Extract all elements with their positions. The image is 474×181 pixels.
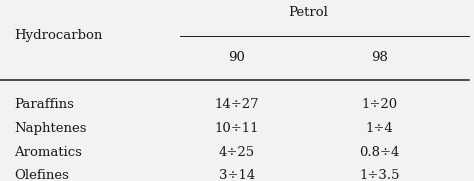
Text: 1÷3.5: 1÷3.5 — [359, 169, 400, 181]
Text: Aromatics: Aromatics — [14, 146, 82, 159]
Text: 98: 98 — [371, 51, 388, 64]
Text: 3÷14: 3÷14 — [219, 169, 255, 181]
Text: 90: 90 — [228, 51, 246, 64]
Text: 1÷4: 1÷4 — [365, 122, 393, 135]
Text: 14÷27: 14÷27 — [215, 98, 259, 111]
Text: 4÷25: 4÷25 — [219, 146, 255, 159]
Text: Hydrocarbon: Hydrocarbon — [14, 29, 102, 42]
Text: 0.8÷4: 0.8÷4 — [359, 146, 400, 159]
Text: Naphtenes: Naphtenes — [14, 122, 87, 135]
Text: Olefines: Olefines — [14, 169, 69, 181]
Text: Paraffins: Paraffins — [14, 98, 74, 111]
Text: Petrol: Petrol — [288, 6, 328, 19]
Text: 1÷20: 1÷20 — [361, 98, 397, 111]
Text: 10÷11: 10÷11 — [215, 122, 259, 135]
